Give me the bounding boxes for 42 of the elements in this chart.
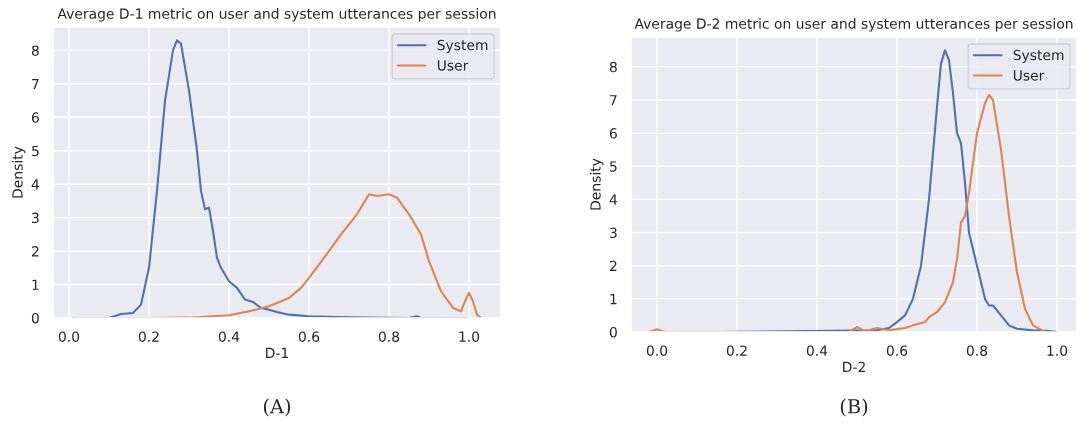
y-tick-label: 1 [610, 294, 617, 305]
y-tick-label: 7 [32, 79, 39, 90]
y-axis-title: Density [11, 146, 26, 198]
y-tick-label: 6 [31, 112, 39, 123]
legend-label: User [437, 60, 469, 71]
y-tick-label: 3 [32, 212, 39, 224]
y-tick-label: 5 [32, 145, 39, 157]
text: (B) [840, 398, 868, 417]
x-tick-label: 0.4 [806, 345, 828, 356]
y-tick-label: 1 [32, 279, 39, 290]
x-axis-title: D-2 [843, 361, 865, 372]
x-tick-label: 1.0 [459, 331, 480, 342]
y-tick-label: 2 [609, 260, 617, 271]
x-tick-label: 0.4 [218, 331, 240, 342]
x-tick-label: 0.0 [646, 345, 668, 356]
y-tick-label: 3 [610, 227, 617, 239]
x-axis-title: D-1 [266, 347, 288, 358]
x-tick-label: 1.0 [1047, 345, 1068, 356]
y-tick-label: 0 [31, 312, 39, 324]
y-tick-label: 8 [31, 45, 39, 56]
y-tick-label: 4 [609, 194, 618, 205]
x-tick-label: 0.0 [58, 331, 80, 342]
x-tick-label: 0.8 [966, 345, 988, 356]
legend-label: System [1013, 49, 1064, 63]
y-tick-label: 0 [609, 326, 617, 338]
legend-label: User [1013, 70, 1045, 81]
y-tick-label: 7 [610, 95, 617, 106]
text: (A) [263, 398, 291, 417]
x-tick-label: 0.8 [378, 331, 400, 342]
y-tick-label: 5 [610, 161, 617, 172]
x-tick-label: 0.6 [298, 331, 320, 342]
y-tick-label: 4 [31, 179, 40, 190]
x-tick-label: 0.2 [726, 345, 747, 356]
chart-title: Average D-2 metric on user and system utterances per session [634, 18, 1073, 32]
y-tick-label: 6 [609, 128, 617, 139]
chart-title: Average D-1 metric on user and system utterances per session [57, 8, 496, 22]
y-tick-label: 2 [31, 246, 39, 257]
legend-label: System [437, 39, 488, 53]
x-tick-label: 0.6 [886, 345, 908, 356]
y-axis-title: Density [589, 158, 604, 210]
y-tick-label: 8 [609, 61, 617, 73]
x-tick-label: 0.2 [138, 331, 159, 342]
